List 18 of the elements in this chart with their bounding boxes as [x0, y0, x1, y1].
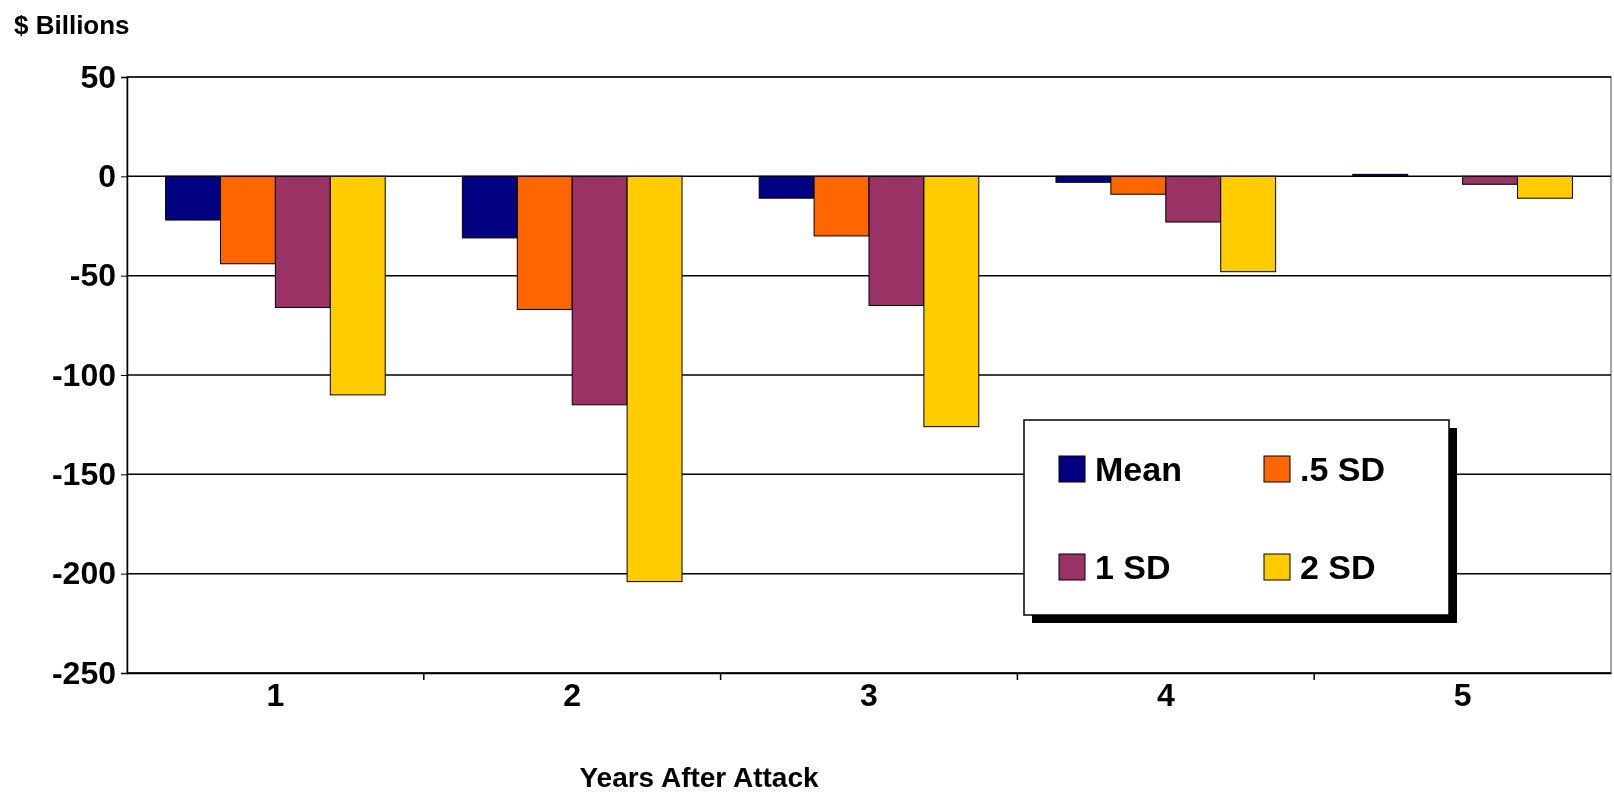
y-tick-label: -200: [51, 555, 116, 592]
legend-label: Mean: [1095, 450, 1182, 488]
legend-label: 2 SD: [1300, 548, 1376, 586]
x-tick-label: 5: [1453, 677, 1472, 713]
legend-label: 1 SD: [1095, 548, 1171, 586]
x-tick-label: 3: [860, 677, 878, 713]
y-axis-title: $ Billions: [14, 10, 130, 40]
x-tick-label: 2: [563, 677, 582, 713]
x-tick-label: 1: [266, 677, 285, 713]
x-axis-title: Years After Attack: [579, 762, 819, 793]
legend-label: .5 SD: [1300, 450, 1386, 488]
y-tick-label: -150: [51, 456, 116, 493]
y-tick-label: 50: [80, 58, 116, 95]
y-tick-label: -50: [69, 257, 116, 294]
y-tick-label: 0: [98, 158, 116, 195]
y-tick-label: -100: [51, 356, 116, 393]
y-tick-label: -250: [51, 654, 116, 691]
x-tick-label: 4: [1156, 677, 1175, 713]
